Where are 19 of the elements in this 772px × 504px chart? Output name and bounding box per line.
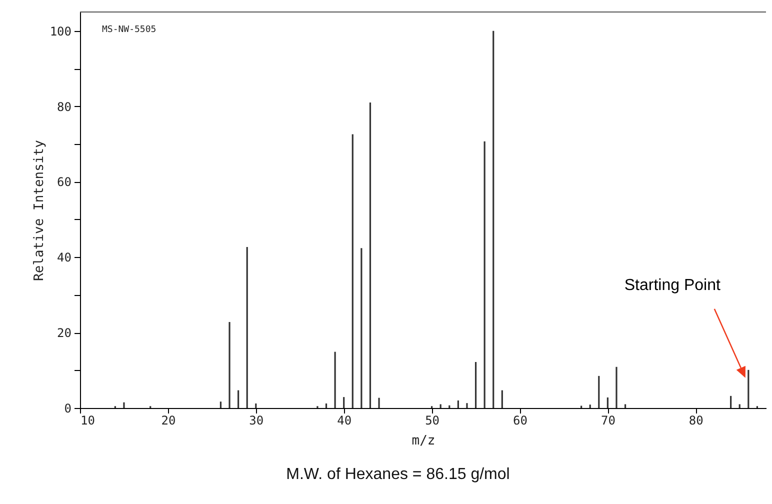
y-tick-label: 100 bbox=[50, 24, 72, 38]
annotation: MS-NW-5505 bbox=[102, 25, 156, 35]
y-tick-label: 80 bbox=[57, 100, 72, 114]
y-tick-label: 20 bbox=[57, 326, 72, 340]
y-tick-label: 40 bbox=[57, 250, 72, 265]
x-axis-title: m/z bbox=[412, 434, 436, 448]
x-tick-label: 70 bbox=[600, 414, 616, 428]
x-tick-label: 60 bbox=[513, 414, 528, 428]
y-tick-label: 0 bbox=[64, 402, 72, 416]
y-tick-label: 60 bbox=[57, 175, 72, 190]
annotation: Starting Point bbox=[624, 276, 721, 294]
text: M.W. of Hexanes = 86.15 g/mol bbox=[285, 466, 511, 484]
x-tick-label: 80 bbox=[688, 414, 704, 428]
x-tick-label: 50 bbox=[425, 414, 440, 428]
y-axis-title: Relative Intensity bbox=[32, 140, 47, 281]
x-tick-label: 10 bbox=[80, 414, 95, 428]
x-tick-label: 40 bbox=[337, 414, 352, 428]
x-tick-label: 20 bbox=[161, 414, 176, 428]
x-tick-label: 30 bbox=[249, 414, 264, 428]
